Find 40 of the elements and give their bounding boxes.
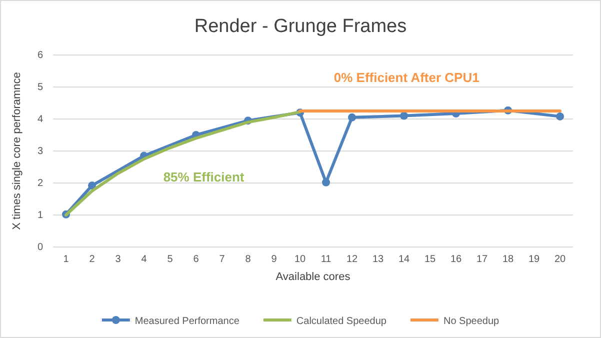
x-tick-label: 11: [320, 254, 332, 266]
x-tick-label: 6: [193, 254, 200, 266]
point: [556, 112, 564, 120]
legend-label: Calculated Speedup: [296, 316, 387, 327]
x-tick-label: 1: [63, 254, 70, 266]
x-tick-label: 20: [554, 254, 566, 266]
point: [88, 182, 96, 190]
x-tick-label: 18: [502, 254, 514, 266]
y-tick-label: 3: [37, 146, 44, 158]
x-tick-label: 2: [89, 254, 96, 266]
x-tick-label: 13: [372, 254, 384, 266]
x-tick-label: 4: [141, 254, 148, 266]
point: [322, 178, 330, 186]
annotation: 0% Efficient After CPU1: [334, 70, 480, 85]
x-tick-label: 5: [167, 254, 174, 266]
x-tick-label: 15: [424, 254, 436, 266]
legend-label: No Speedup: [443, 316, 500, 327]
y-tick-label: 5: [37, 82, 44, 94]
y-tick-label: 6: [37, 50, 44, 62]
y-tick-label: 1: [37, 210, 44, 222]
x-tick-label: 12: [346, 254, 358, 266]
x-tick-label: 17: [476, 254, 488, 266]
x-tick-label: 9: [271, 254, 278, 266]
x-tick-label: 3: [115, 254, 122, 266]
point: [400, 112, 408, 120]
y-tick-label: 4: [37, 114, 44, 126]
x-tick-label: 8: [245, 254, 252, 266]
annotation: 85% Efficient: [163, 170, 245, 185]
x-axis-title: Available cores: [276, 271, 351, 283]
point: [348, 113, 356, 122]
x-tick-label: 10: [294, 254, 306, 266]
x-tick-label: 16: [450, 254, 462, 266]
y-axis-title: X times single core perforamnce: [11, 72, 23, 230]
chart-title: Render - Grunge Frames: [194, 16, 407, 37]
y-tick-label: 2: [37, 178, 44, 190]
x-tick-label: 7: [219, 254, 226, 266]
legend-label: Measured Performance: [134, 316, 240, 327]
y-tick-label: 0: [37, 242, 44, 254]
x-tick-label: 19: [528, 254, 540, 266]
x-tick-label: 14: [398, 254, 410, 266]
